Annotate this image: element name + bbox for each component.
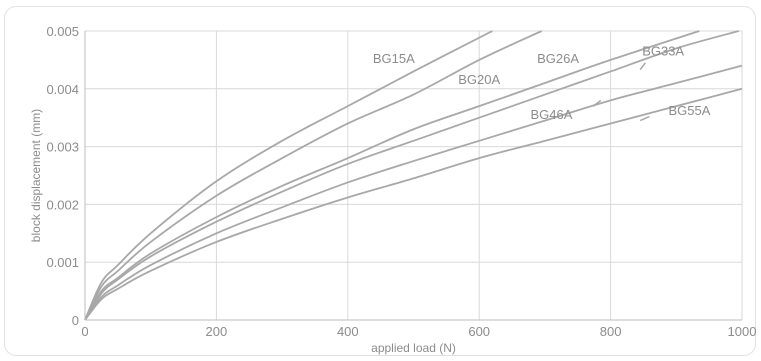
x-tick-label: 800 (600, 324, 622, 339)
series-line-bg33a (84, 30, 739, 321)
series-label-bg15a: BG15A (373, 51, 415, 66)
x-tick-label: 200 (206, 324, 228, 339)
label-leader-bg46a (593, 99, 602, 107)
series-label-bg33a: BG33A (642, 43, 684, 58)
series-line-bg46a (84, 64, 743, 321)
y-tick-label: 0.004 (46, 82, 79, 97)
axes: 0 200 400 600 800 1000 0 0.001 0.002 0.003 0.004 0.… (46, 24, 756, 339)
series-line-bg55a (84, 87, 743, 321)
y-tick-label: 0.003 (46, 140, 79, 155)
series-line-bg15a (84, 30, 493, 321)
series-line-bg26a (84, 30, 700, 321)
series-label-bg20a: BG20A (458, 72, 500, 87)
x-tick-label: 600 (468, 324, 490, 339)
label-leader-bg55a (639, 115, 650, 122)
series-line-bg20a (84, 30, 542, 321)
y-tick-label: 0 (72, 313, 79, 328)
y-tick-label: 0.005 (46, 24, 79, 39)
y-tick-label: 0.001 (46, 255, 79, 270)
x-tick-label: 0 (81, 324, 88, 339)
label-leader-bg33a (639, 62, 647, 71)
series-label-bg55a: BG55A (668, 103, 710, 118)
series-label-bg46a: BG46A (531, 107, 573, 122)
series-labels: BG15A BG20A BG26A BG33A BG46A BG55A (373, 43, 711, 122)
x-tick-label: 400 (337, 324, 359, 339)
y-axis-title: block displacement (mm) (29, 109, 43, 242)
x-tick-label: 1000 (728, 324, 757, 339)
x-axis-title: applied load (N) (371, 341, 456, 355)
series-lines (84, 30, 743, 321)
y-tick-label: 0.002 (46, 197, 79, 212)
grid (85, 30, 743, 320)
series-label-bg26a: BG26A (537, 51, 579, 66)
